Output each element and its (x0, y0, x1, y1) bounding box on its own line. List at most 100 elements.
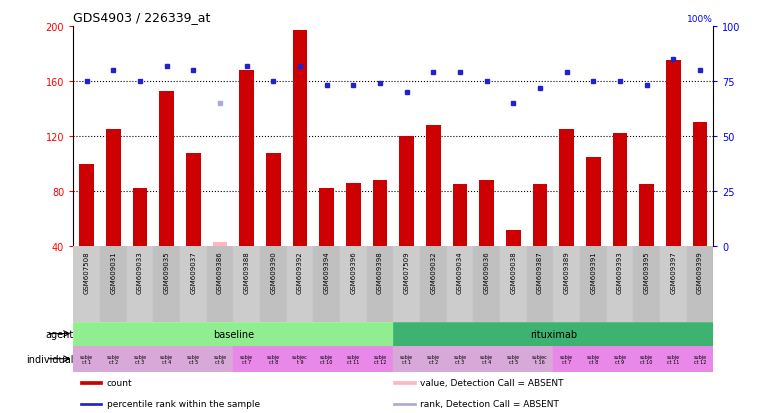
Bar (686, 247, 713, 322)
Bar (372, 180, 387, 247)
Bar (346, 183, 361, 247)
Bar (607, 346, 633, 372)
Text: individual: individual (25, 354, 73, 364)
Text: GSM609035: GSM609035 (163, 250, 170, 293)
Bar (126, 247, 153, 322)
Bar (553, 247, 580, 322)
Bar (133, 189, 147, 247)
Text: subje
ct 9: subje ct 9 (613, 354, 626, 364)
Text: subje
ct 8: subje ct 8 (267, 354, 280, 364)
Text: subje
ct 5: subje ct 5 (187, 354, 200, 364)
Bar (692, 123, 707, 247)
Bar (580, 346, 607, 372)
Bar (393, 403, 416, 405)
Text: GSM609389: GSM609389 (564, 250, 570, 293)
Bar (366, 247, 393, 322)
Bar (426, 126, 440, 247)
Text: subje
ct 8: subje ct 8 (587, 354, 600, 364)
Text: GSM607508: GSM607508 (83, 250, 89, 293)
Text: GSM609394: GSM609394 (324, 250, 329, 293)
Bar (266, 153, 281, 247)
Text: GSM609037: GSM609037 (190, 250, 197, 293)
Bar (100, 346, 126, 372)
Text: subje
ct 4: subje ct 4 (480, 354, 493, 364)
Text: subje
ct 7: subje ct 7 (560, 354, 573, 364)
Bar (533, 185, 547, 247)
Text: GSM609392: GSM609392 (297, 250, 303, 293)
Bar (559, 130, 574, 247)
Text: subje
ct 2: subje ct 2 (426, 354, 439, 364)
Bar (313, 346, 340, 372)
Bar (319, 189, 334, 247)
Bar (100, 247, 126, 322)
Text: GSM609034: GSM609034 (457, 250, 463, 293)
Text: rank, Detection Call = ABSENT: rank, Detection Call = ABSENT (420, 399, 559, 408)
Bar (106, 130, 120, 247)
Bar (393, 382, 416, 384)
Bar (73, 247, 100, 322)
Bar (446, 346, 473, 372)
Bar (233, 346, 260, 372)
Bar (180, 346, 207, 372)
Text: subjec
t 16: subjec t 16 (532, 354, 547, 364)
Bar (553, 346, 580, 372)
Text: subje
ct 6: subje ct 6 (214, 354, 227, 364)
Text: GSM609393: GSM609393 (617, 250, 623, 293)
Bar (660, 346, 686, 372)
Bar (207, 247, 233, 322)
Text: count: count (106, 378, 132, 387)
Bar (586, 157, 601, 247)
Bar (480, 180, 494, 247)
Bar (180, 247, 207, 322)
Bar (666, 61, 681, 247)
Text: GSM609391: GSM609391 (590, 250, 596, 293)
Bar (233, 247, 260, 322)
Text: rituximab: rituximab (530, 329, 577, 339)
Bar (660, 247, 686, 322)
Text: GSM609036: GSM609036 (483, 250, 490, 293)
Text: baseline: baseline (213, 329, 254, 339)
Bar (239, 71, 254, 247)
Bar (292, 31, 307, 247)
Bar (446, 247, 473, 322)
Bar (420, 346, 446, 372)
Text: GSM609396: GSM609396 (350, 250, 356, 293)
Text: GSM609395: GSM609395 (644, 250, 649, 293)
Bar (580, 247, 607, 322)
Text: GDS4903 / 226339_at: GDS4903 / 226339_at (73, 11, 210, 24)
Bar (287, 247, 313, 322)
Text: subje
ct 12: subje ct 12 (373, 354, 386, 364)
Bar (153, 346, 180, 372)
Text: GSM609388: GSM609388 (244, 250, 250, 293)
Text: GSM609031: GSM609031 (110, 250, 116, 293)
Bar (453, 185, 467, 247)
Bar (393, 247, 420, 322)
Bar (612, 134, 627, 247)
Text: percentile rank within the sample: percentile rank within the sample (106, 399, 260, 408)
Text: GSM609390: GSM609390 (270, 250, 276, 293)
Bar (340, 247, 366, 322)
Bar (473, 247, 500, 322)
Text: subje
ct 5: subje ct 5 (507, 354, 520, 364)
Bar (686, 346, 713, 372)
Bar (126, 346, 153, 372)
Text: GSM609398: GSM609398 (377, 250, 383, 293)
Bar (633, 346, 660, 372)
Text: GSM609386: GSM609386 (217, 250, 223, 293)
Bar (500, 346, 527, 372)
Text: value, Detection Call = ABSENT: value, Detection Call = ABSENT (420, 378, 564, 387)
Text: subje
ct 3: subje ct 3 (133, 354, 146, 364)
Bar (160, 91, 174, 247)
Bar (633, 247, 660, 322)
Text: subje
ct 11: subje ct 11 (347, 354, 360, 364)
Bar (287, 346, 313, 372)
Bar (73, 322, 393, 346)
Bar (506, 230, 520, 247)
Text: subje
ct 4: subje ct 4 (160, 354, 173, 364)
Bar (73, 346, 100, 372)
Bar (393, 322, 713, 346)
Text: subje
ct 1: subje ct 1 (80, 354, 93, 364)
Bar (79, 403, 102, 405)
Text: agent: agent (45, 329, 73, 339)
Bar (607, 247, 633, 322)
